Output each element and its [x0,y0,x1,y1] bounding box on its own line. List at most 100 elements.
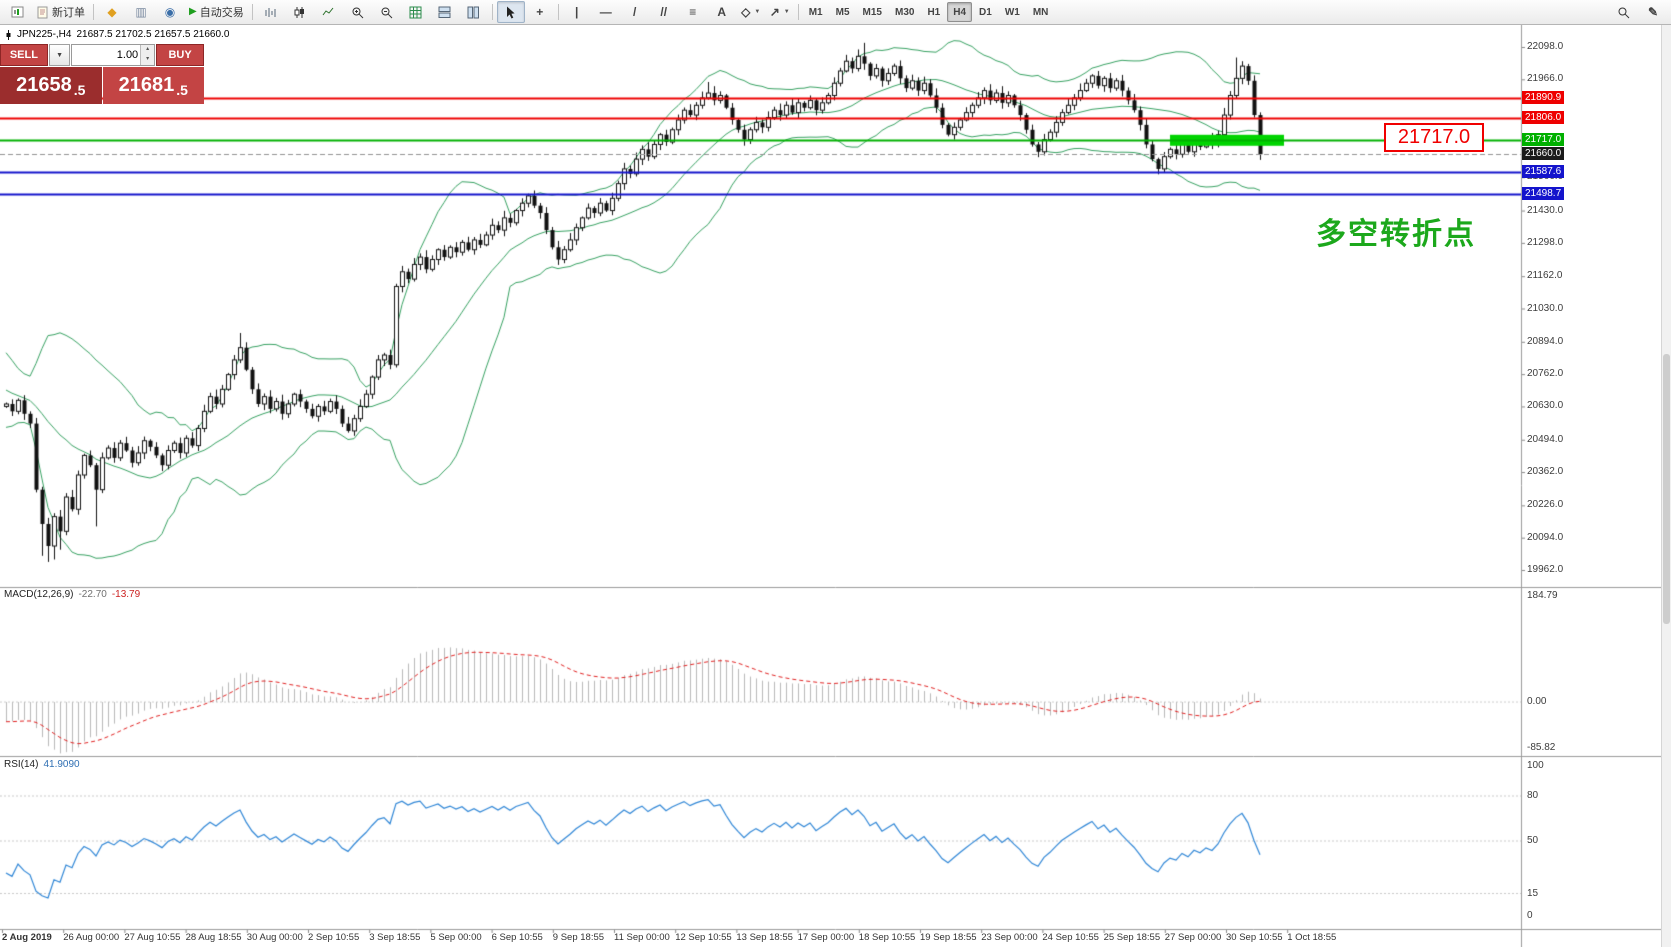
vertical-line-button[interactable]: | [563,1,591,23]
grid-icon [409,6,422,18]
spin-down-icon[interactable]: ▾ [141,55,155,65]
line-chart-type-button[interactable] [315,1,343,23]
timeframe-label: H1 [927,6,941,18]
bar-chart-type-button[interactable] [257,1,285,23]
arrows-button[interactable]: ↗ ▼ [766,1,794,23]
cascade-windows-button[interactable] [460,1,488,23]
text-tool-icon: A [717,5,727,19]
navigator-icon: ◉ [164,5,176,19]
zoom-in-button[interactable] [344,1,372,23]
macd-name: MACD(12,26,9) [4,589,74,600]
sell-price-frac: .5 [73,82,86,98]
volume-stepper: ▴ ▾ [140,45,155,65]
timeframe-d1-button[interactable]: D1 [973,2,998,22]
market-watch-icon: ◆ [107,5,117,19]
chart-header: JPN225-,H4 21687.5 21702.5 21657.5 21660… [5,29,229,40]
arrow-tool-icon: ↗ [769,5,780,19]
crosshair-button[interactable]: + [526,1,554,23]
search-button[interactable] [1609,1,1637,23]
cursor-button[interactable] [496,1,525,23]
sell-label: SELL [9,49,38,61]
timeframe-m15-button[interactable]: M15 [857,2,888,22]
turning-point-note: 多空转折点 [1316,218,1476,251]
chevron-down-icon: ▼ [56,51,64,59]
zoom-out-button[interactable] [373,1,401,23]
order-options-dropdown[interactable]: ▼ [48,44,71,66]
toolbar-separator [491,4,493,20]
symbol-icon [6,29,11,40]
tile-horizontal-icon [438,6,451,18]
timeframe-w1-button[interactable]: W1 [999,2,1026,22]
market-watch-button[interactable]: ◆ [98,1,126,23]
timeframe-label: W1 [1004,6,1020,18]
candlestick-chart-icon [294,6,305,18]
timeframe-label: M30 [894,6,915,18]
new-order-icon [37,6,48,18]
shapes-button[interactable]: ◇ ▼ [737,1,765,23]
vertical-scrollbar[interactable] [1661,24,1671,947]
edit-button[interactable]: ✎ [1639,1,1667,23]
timeframe-h4-button[interactable]: H4 [947,2,973,22]
sell-price-button[interactable]: 21658 .5 [0,67,102,104]
pencil-icon: ✎ [1647,5,1659,19]
fibonacci-icon: ≡ [689,5,697,19]
timeframe-m5-button[interactable]: M5 [830,2,856,22]
toolbar-separator [557,4,559,20]
buy-label: BUY [168,49,192,61]
new-chart-icon [11,6,24,17]
main-toolbar: 新订单 ◆ ▥ ◉ ▶ 自动交易 [0,0,1671,25]
new-order-label: 新订单 [52,7,85,19]
timeframe-mn-button[interactable]: MN [1027,2,1055,22]
chevron-down-icon: ▼ [754,9,761,15]
data-window-button[interactable]: ▥ [127,1,155,23]
timeframe-m30-button[interactable]: M30 [889,2,920,22]
timeframe-label: D1 [979,6,992,18]
timeframe-h1-button[interactable]: H1 [921,2,946,22]
timeframe-label: M1 [808,6,823,18]
sell-button[interactable]: SELL [0,44,48,66]
rsi-value: 41.9090 [43,759,80,770]
timeframe-label: M15 [862,6,882,18]
buy-price-main: 21681 [118,74,175,96]
new-order-button[interactable]: 新订单 [33,1,89,23]
text-button[interactable]: A [708,1,736,23]
rsi-title: RSI(14) 41.9090 [4,759,80,770]
symbol-period-label: JPN225-,H4 [17,29,72,40]
candle-chart-type-button[interactable] [286,1,314,23]
new-chart-button[interactable] [4,1,32,23]
tile-windows-button[interactable] [431,1,459,23]
search-icon [1618,7,1629,18]
buy-price-frac: .5 [176,82,188,98]
one-click-trading-panel: SELL ▼ ▴ ▾ BUY 21658 .5 21681 .5 [0,44,204,104]
buy-button[interactable]: BUY [156,44,204,66]
toolbar-separator [797,4,799,20]
shapes-icon: ◇ [741,5,751,19]
timeframe-label: MN [1032,6,1049,18]
tile-vertical-icon [467,6,480,18]
chevron-down-icon: ▼ [783,9,790,15]
timeframe-m1-button[interactable]: M1 [803,2,829,22]
macd-main-value: -22.70 [78,589,107,600]
auto-trading-button[interactable]: ▶ 自动交易 [185,1,248,23]
trendline-button[interactable]: / [621,1,649,23]
auto-trading-label: 自动交易 [199,7,244,19]
vertical-line-icon: | [575,5,579,19]
navigator-button[interactable]: ◉ [156,1,184,23]
buy-price-button[interactable]: 21681 .5 [102,67,204,104]
channel-button[interactable]: // [650,1,678,23]
fibonacci-button[interactable]: ≡ [679,1,707,23]
data-window-icon: ▥ [135,5,147,19]
bar-chart-icon [265,7,276,17]
price-callout: 21717.0 [1384,123,1484,152]
scrollbar-thumb[interactable] [1663,354,1670,624]
auto-trading-icon: ▶ [189,6,197,17]
crosshair-icon: + [536,5,544,19]
volume-input[interactable] [72,45,155,65]
channel-icon: // [660,5,668,19]
macd-title: MACD(12,26,9) -22.70 -13.79 [4,589,140,600]
grid-button[interactable] [402,1,430,23]
spin-up-icon[interactable]: ▴ [141,45,155,55]
horizontal-line-button[interactable]: — [592,1,620,23]
